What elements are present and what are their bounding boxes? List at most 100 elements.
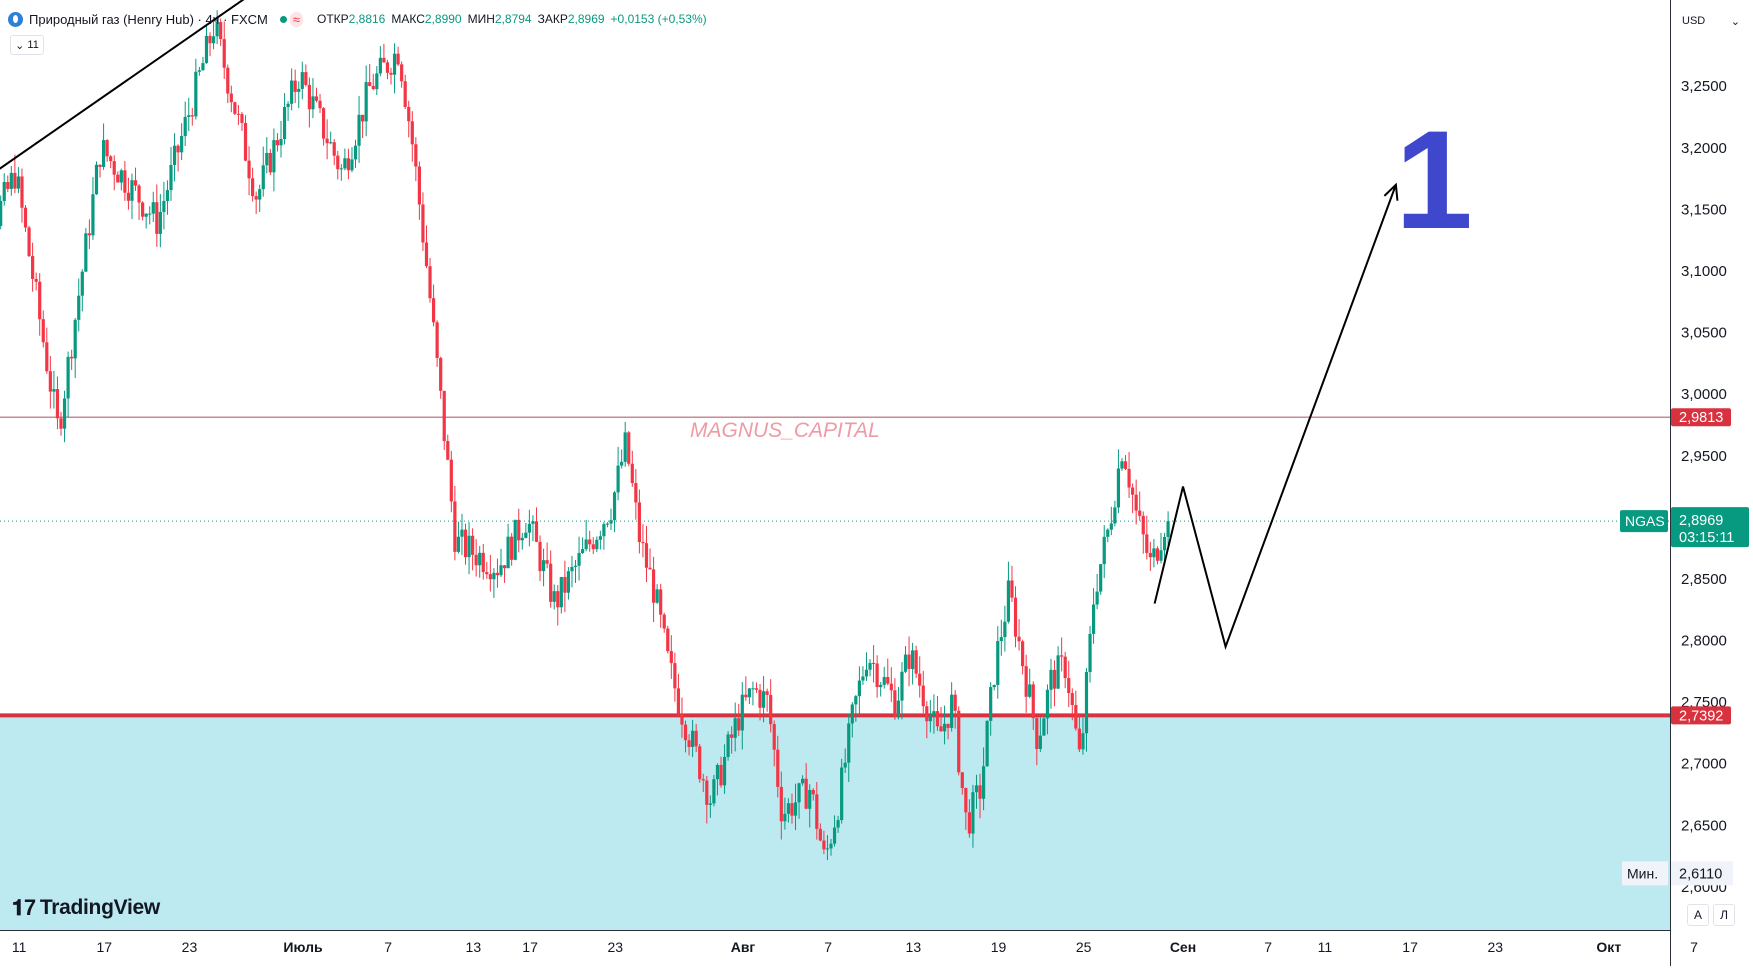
candle-body — [169, 165, 173, 191]
time-tick-label: 13 — [906, 939, 922, 955]
candle-body — [165, 190, 170, 201]
close-value: 2,8969 — [567, 12, 605, 26]
time-tick-label: 7 — [1690, 939, 1698, 955]
candle-body — [793, 802, 798, 816]
candle-body — [350, 159, 354, 171]
candle-body — [783, 813, 787, 822]
candle-body — [80, 271, 84, 296]
candle-body — [1102, 536, 1106, 565]
candle-body — [2, 181, 6, 202]
candle-body — [1063, 656, 1067, 679]
candle-body — [87, 233, 91, 236]
candle-body — [893, 690, 897, 718]
resistance-price-label-text: 2,9813 — [1679, 410, 1723, 426]
candle-body — [659, 589, 663, 615]
candle-body — [431, 298, 436, 323]
candle-body — [1070, 693, 1074, 706]
candle-body — [1162, 536, 1167, 551]
candle-body — [946, 723, 950, 728]
candle-body — [481, 552, 485, 573]
candle-body — [801, 778, 805, 784]
candle-body — [577, 553, 581, 566]
projection-arrowhead — [1383, 182, 1399, 201]
candle-body — [747, 688, 751, 698]
candle-body — [6, 181, 10, 189]
price-tick-label: 3,2000 — [1681, 140, 1727, 157]
candle-body — [130, 180, 134, 201]
candle-body — [737, 718, 741, 731]
candle-body — [1052, 669, 1057, 689]
candle-body — [815, 794, 819, 829]
support-price-label-text: 2,7392 — [1679, 708, 1723, 724]
candle-body — [403, 81, 407, 107]
candle-body — [300, 72, 304, 89]
chart-legend: Природный газ (Henry Hub) · 4ч · FXCM ≈ … — [8, 9, 707, 29]
candle-body — [176, 145, 180, 153]
candle-body — [960, 772, 964, 789]
candle-body — [811, 789, 815, 795]
projection-path[interactable] — [1153, 184, 1397, 650]
candle-body — [964, 788, 968, 813]
candle-body — [1123, 461, 1128, 469]
candle-body — [194, 71, 198, 117]
candle-body — [712, 779, 716, 804]
time-axis[interactable]: 11 17 23 Июль 7 13 17 23 Авг 7 13 19 25 Сен 7 11 17 23 Окт… — [0, 930, 1698, 966]
time-tick-label: 7 — [824, 939, 832, 955]
candle-body — [1067, 678, 1071, 694]
change-value: +0,0153 (+0,53%) — [610, 12, 707, 26]
last-price-label-background — [1671, 507, 1749, 548]
candle-body — [1056, 655, 1060, 689]
candle-body — [1148, 552, 1152, 558]
compare-wave-icon[interactable]: ≈ — [289, 11, 303, 27]
candle-body — [694, 730, 698, 747]
candle-body — [843, 762, 847, 768]
high-label: МАКС — [391, 12, 425, 26]
candle-body — [105, 140, 109, 157]
candles-layer — [0, 10, 1170, 861]
countdown-text: 03:15:11 — [1679, 530, 1734, 546]
indicators-toggle-button[interactable]: ⌄ 11 — [10, 35, 44, 55]
candle-body — [499, 565, 503, 576]
tradingview-logo[interactable]: 𝟏7 TradingView — [12, 895, 160, 921]
low-value: 2,8794 — [494, 12, 532, 26]
candle-body — [215, 22, 219, 37]
symbol-title[interactable]: Природный газ (Henry Hub) · 4ч · FXCM — [29, 11, 268, 27]
candle-body — [222, 39, 226, 68]
candle-body — [275, 140, 280, 146]
resistance-price-label-background — [1671, 408, 1731, 427]
candle-body — [570, 566, 574, 572]
candle-body — [620, 461, 624, 466]
candle-body — [644, 543, 649, 568]
candle-body — [371, 85, 375, 90]
auto-scale-button[interactable]: А — [1687, 904, 1709, 926]
candle-body — [804, 778, 808, 809]
candle-body — [126, 192, 131, 201]
time-tick-label: 23 — [182, 939, 198, 955]
log-scale-button[interactable]: Л — [1713, 904, 1735, 926]
trendline[interactable] — [0, 0, 260, 185]
candle-body — [346, 158, 351, 171]
candle-body — [1099, 564, 1103, 592]
time-tick-label: 11 — [1318, 939, 1333, 955]
candle-body — [847, 723, 851, 763]
candle-body — [1091, 604, 1096, 634]
candle-body — [240, 114, 244, 123]
candle-body — [467, 535, 471, 558]
open-label: ОТКР — [316, 12, 349, 26]
candle-body — [889, 683, 893, 691]
price-axis[interactable]: 3,2500 3,2000 3,1500 3,1000 3,0500 3,0000 2,95… — [1670, 0, 1753, 966]
candle-body — [1145, 534, 1149, 553]
candle-body — [520, 537, 524, 541]
candle-body — [1045, 689, 1050, 719]
candle-body — [666, 628, 670, 652]
candle-body — [857, 680, 861, 697]
candle-body — [219, 22, 223, 40]
price-tick-label: 2,9500 — [1681, 448, 1727, 465]
time-tick-label: 23 — [1487, 939, 1503, 955]
price-tick-label: 3,0500 — [1681, 325, 1727, 342]
price-tick-label: 2,8000 — [1681, 633, 1727, 650]
candle-body — [236, 113, 241, 115]
currency-selector[interactable]: USD ⌄ — [1676, 10, 1746, 32]
